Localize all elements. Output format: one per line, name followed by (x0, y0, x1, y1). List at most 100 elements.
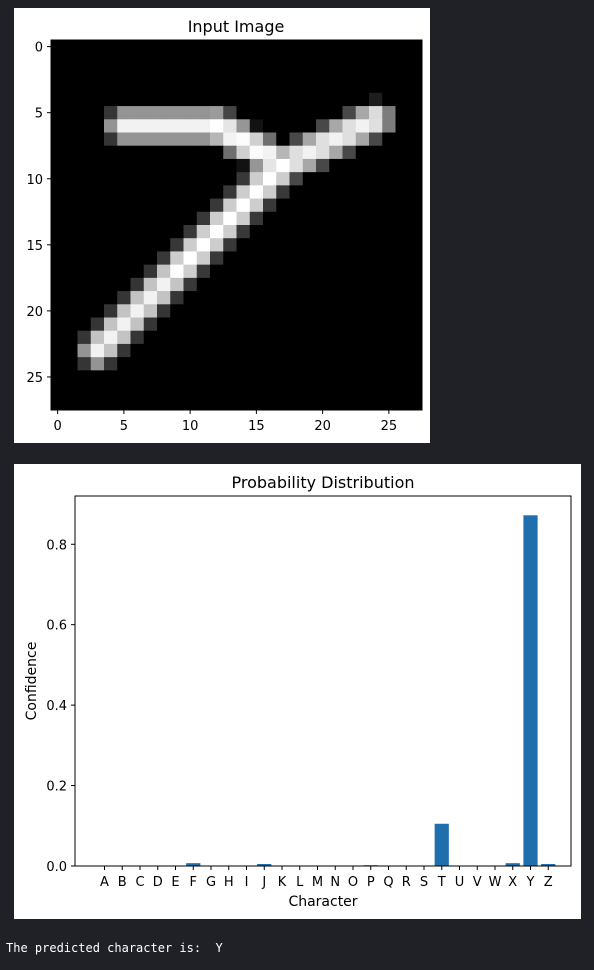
pixel (302, 370, 317, 384)
pixel (51, 264, 65, 279)
pixel (157, 304, 171, 318)
x-axis-label: Character (288, 894, 357, 910)
pixel (210, 66, 224, 81)
pixel (157, 198, 171, 213)
pixel (395, 396, 410, 411)
pixel (342, 172, 357, 186)
pixel (157, 145, 171, 160)
pixel (276, 119, 290, 133)
pixel (355, 66, 370, 81)
x-tick-label: M (312, 875, 323, 890)
pixel (302, 396, 317, 411)
pixel (289, 158, 304, 173)
pixel (276, 225, 290, 239)
pixel (223, 383, 237, 398)
pixel (157, 158, 171, 173)
pixel (51, 370, 65, 384)
pixel (64, 198, 78, 213)
pixel (382, 370, 396, 384)
pixel (395, 357, 410, 371)
pixel (183, 291, 198, 305)
pixel (329, 158, 343, 173)
pixel (196, 53, 211, 67)
pixel (329, 383, 343, 398)
pixel (223, 317, 237, 332)
pixel (90, 66, 105, 81)
pixel (249, 106, 264, 120)
pixel (236, 396, 251, 411)
pixel (249, 291, 264, 305)
pixel (130, 383, 145, 398)
pixel (302, 132, 317, 147)
pixel (104, 357, 118, 371)
pixel (130, 211, 145, 226)
x-tick-label: H (224, 875, 234, 890)
pixel (408, 225, 423, 239)
pixel (342, 251, 357, 266)
pixel (408, 158, 423, 173)
pixel (263, 53, 277, 67)
pixel (157, 357, 171, 371)
pixel (369, 211, 383, 226)
pixel (302, 79, 317, 94)
pixel (77, 198, 92, 213)
pixel (249, 238, 264, 252)
bar-T (434, 823, 449, 866)
pixel (276, 357, 290, 371)
pixel (157, 66, 171, 81)
pixel (289, 370, 304, 384)
pixel (51, 158, 65, 173)
pixel (170, 291, 184, 305)
pixel (395, 158, 410, 173)
pixel (143, 304, 158, 318)
pixel (276, 238, 290, 252)
pixel (236, 132, 251, 147)
pixel (263, 330, 277, 345)
pixel (210, 264, 224, 279)
pixel (395, 172, 410, 186)
pixel (342, 66, 357, 81)
pixel (77, 317, 92, 332)
x-tick-label: K (278, 875, 287, 890)
pixel (130, 53, 145, 67)
pixel (90, 119, 105, 133)
pixel (104, 119, 118, 133)
pixel (236, 185, 251, 199)
pixel (170, 79, 184, 94)
pixel (77, 66, 92, 81)
pixel (210, 357, 224, 371)
pixel (130, 357, 145, 371)
pixel (329, 225, 343, 239)
pixel (77, 264, 92, 279)
pixel (355, 383, 370, 398)
pixel (223, 66, 237, 81)
x-tick-label: T (437, 875, 446, 890)
pixel (196, 291, 211, 305)
pixel (143, 330, 158, 345)
pixel (355, 132, 370, 147)
pixel (342, 119, 357, 133)
pixel (408, 370, 423, 384)
pixel (77, 92, 92, 107)
pixel (196, 277, 211, 292)
pixel (249, 304, 264, 318)
pixel (223, 211, 237, 226)
pixel (143, 211, 158, 226)
pixel (382, 79, 396, 94)
pixel (77, 383, 92, 398)
x-tick-label: B (118, 875, 127, 890)
pixel (130, 238, 145, 252)
pixel (316, 92, 330, 107)
pixel (130, 304, 145, 318)
pixel (408, 357, 423, 371)
pixel (104, 92, 118, 107)
pixel (210, 92, 224, 107)
pixel (263, 185, 277, 199)
pixel (77, 106, 92, 120)
pixel (355, 304, 370, 318)
pixel (316, 291, 330, 305)
image-y-tick-label: 10 (26, 173, 43, 188)
pixel (289, 92, 304, 107)
pixel (143, 53, 158, 67)
pixel (104, 317, 118, 332)
